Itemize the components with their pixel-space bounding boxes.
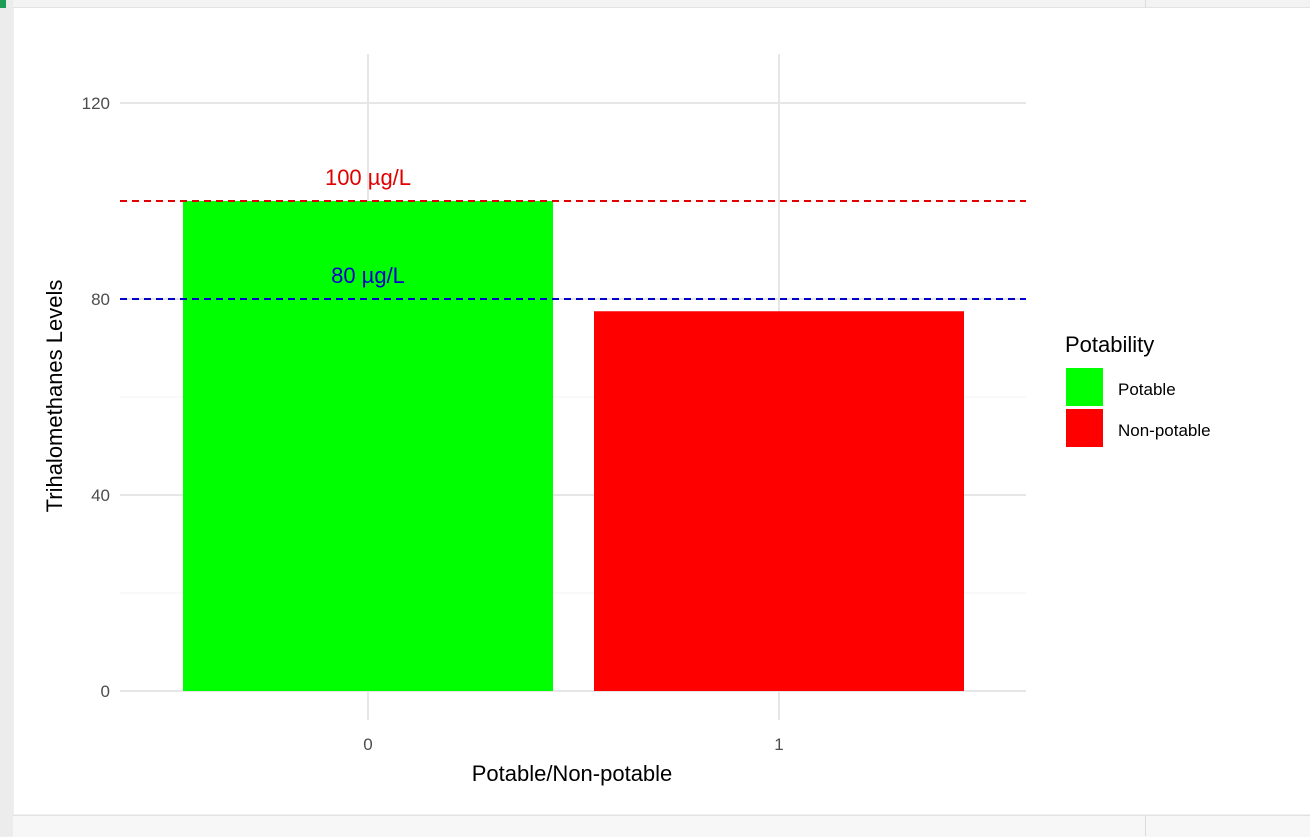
bars (183, 201, 964, 691)
x-tick-label: 1 (774, 735, 783, 754)
bottom-window-strip (13, 815, 1310, 837)
bar-0 (183, 201, 553, 691)
legend-label-non-potable: Non-potable (1118, 421, 1211, 440)
y-tick-labels: 0 40 80 120 (82, 94, 110, 701)
top-divider (1145, 0, 1146, 7)
window-accent (0, 0, 6, 8)
legend: Potability Potable Non-potable (1065, 332, 1211, 447)
y-tick-label: 40 (91, 486, 110, 505)
y-tick-label: 0 (101, 682, 110, 701)
top-window-strip (13, 0, 1310, 8)
reference-label-100: 100 µg/L (325, 165, 411, 190)
y-tick-label: 120 (82, 94, 110, 113)
x-tick-label: 0 (363, 735, 372, 754)
bar-1 (594, 311, 964, 691)
legend-title: Potability (1065, 332, 1154, 357)
legend-swatch-non-potable (1066, 409, 1103, 447)
legend-swatch-potable (1066, 368, 1103, 406)
reference-lines: 100 µg/L 80 µg/L (120, 165, 1026, 300)
y-tick-label: 80 (91, 290, 110, 309)
reference-label-80: 80 µg/L (331, 263, 405, 288)
x-axis-label: Potable/Non-potable (472, 761, 673, 786)
legend-label-potable: Potable (1118, 380, 1176, 399)
y-axis-label: Trihalomethanes Levels (42, 280, 67, 513)
bottom-divider (1145, 816, 1146, 836)
left-window-strip (0, 0, 13, 836)
